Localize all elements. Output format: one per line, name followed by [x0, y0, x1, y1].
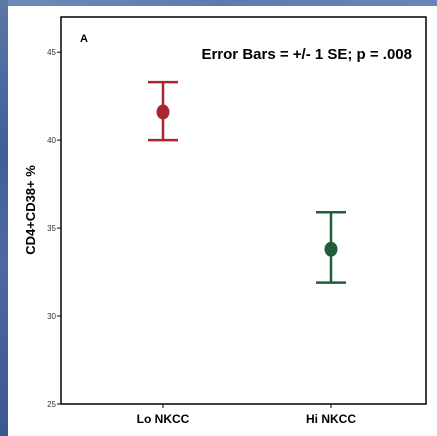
x-tick-label: Lo NKCC	[137, 412, 190, 426]
y-tick-label: 30	[47, 312, 56, 321]
plot-frame	[60, 16, 427, 405]
y-tick-label: 45	[47, 48, 56, 57]
mean-point	[156, 104, 170, 120]
chart-annotation: Error Bars = +/- 1 SE; p = .008	[201, 46, 412, 63]
y-axis-label: CD4+CD38+ %	[23, 165, 38, 255]
mean-point	[324, 241, 338, 257]
error-bar-marks	[148, 80, 346, 284]
y-tick-label: 35	[47, 224, 56, 233]
x-axis-ticks: Lo NKCC Hi NKCC	[137, 404, 356, 426]
y-tick-label: 40	[47, 136, 56, 145]
left-border-strip	[0, 0, 8, 436]
panel-label: A	[80, 33, 88, 45]
x-tick-label: Hi NKCC	[306, 412, 356, 426]
top-border-strip	[0, 0, 437, 6]
y-tick-label: 25	[47, 400, 56, 409]
y-axis-ticks: 25 30 35 40 45	[47, 48, 61, 409]
